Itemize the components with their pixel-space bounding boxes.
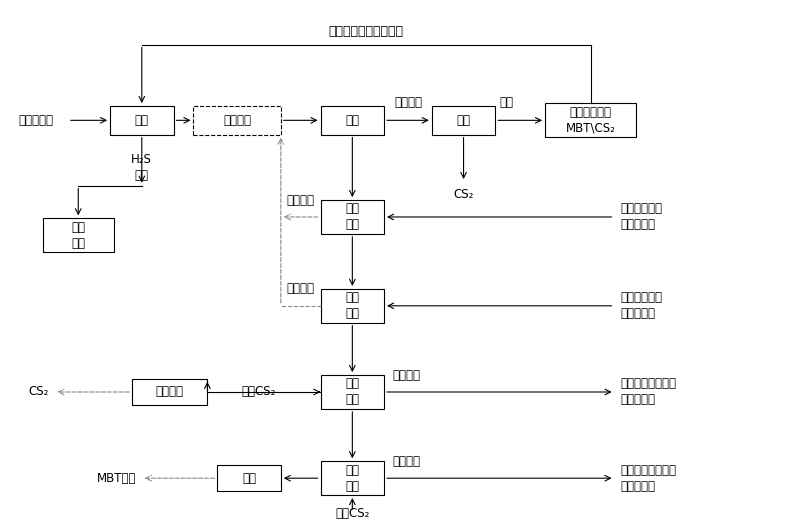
Text: 二次洗液: 二次洗液 bbox=[286, 282, 314, 295]
Bar bbox=[218, 465, 281, 491]
Text: 排出: 排出 bbox=[499, 96, 514, 109]
Bar bbox=[321, 289, 384, 323]
Text: 四次
洗涤: 四次 洗涤 bbox=[346, 464, 359, 493]
Bar bbox=[321, 200, 384, 234]
Text: 新鲜CS₂: 新鲜CS₂ bbox=[241, 385, 275, 399]
Text: 再处理，回收
MBT\CS₂: 再处理，回收 MBT\CS₂ bbox=[566, 106, 616, 135]
Text: 一次
洗涤: 一次 洗涤 bbox=[346, 202, 359, 231]
Text: 四次洗液: 四次洗液 bbox=[392, 455, 420, 468]
Text: 三次洗液: 三次洗液 bbox=[392, 369, 420, 382]
Text: 三次
洗涤: 三次 洗涤 bbox=[346, 378, 359, 407]
Bar bbox=[321, 375, 384, 409]
Text: CS₂: CS₂ bbox=[29, 385, 49, 399]
Bar bbox=[545, 103, 636, 137]
Text: 过滤: 过滤 bbox=[346, 114, 359, 127]
Bar bbox=[432, 106, 495, 135]
Bar bbox=[132, 379, 207, 405]
Text: 作为下次实验的一
次洗液使用: 作为下次实验的一 次洗液使用 bbox=[621, 378, 677, 407]
Text: 新鲜CS₂: 新鲜CS₂ bbox=[335, 507, 370, 520]
Text: 苯胺、硫磺: 苯胺、硫磺 bbox=[18, 114, 54, 127]
Text: 一次洗液: 一次洗液 bbox=[286, 194, 314, 206]
Text: 萃取结晶: 萃取结晶 bbox=[223, 114, 251, 127]
Text: 循环物料用做下次反应: 循环物料用做下次反应 bbox=[329, 25, 404, 39]
Text: 上次实验的一
次洗液使用: 上次实验的一 次洗液使用 bbox=[621, 202, 663, 231]
Text: 反应: 反应 bbox=[135, 114, 149, 127]
Text: MBT产品: MBT产品 bbox=[97, 472, 136, 485]
Text: 蒸发: 蒸发 bbox=[457, 114, 470, 127]
Text: 二次
洗涤: 二次 洗涤 bbox=[346, 291, 359, 320]
Text: 碱液
吸收: 碱液 吸收 bbox=[71, 221, 86, 250]
Bar bbox=[194, 106, 281, 135]
Text: 冷凝回收: 冷凝回收 bbox=[156, 385, 184, 399]
Bar bbox=[321, 106, 384, 135]
Text: 干燥: 干燥 bbox=[242, 472, 256, 485]
Bar bbox=[42, 218, 114, 252]
Text: 上次实验的四
次洗液使用: 上次实验的四 次洗液使用 bbox=[621, 291, 663, 320]
Text: CS₂: CS₂ bbox=[454, 188, 474, 201]
Text: 结晶母液: 结晶母液 bbox=[394, 96, 422, 109]
Text: H₂S
气体: H₂S 气体 bbox=[131, 153, 152, 182]
Text: 作为下次实验的二
次洗液使用: 作为下次实验的二 次洗液使用 bbox=[621, 464, 677, 493]
Bar bbox=[110, 106, 174, 135]
Bar bbox=[321, 461, 384, 495]
